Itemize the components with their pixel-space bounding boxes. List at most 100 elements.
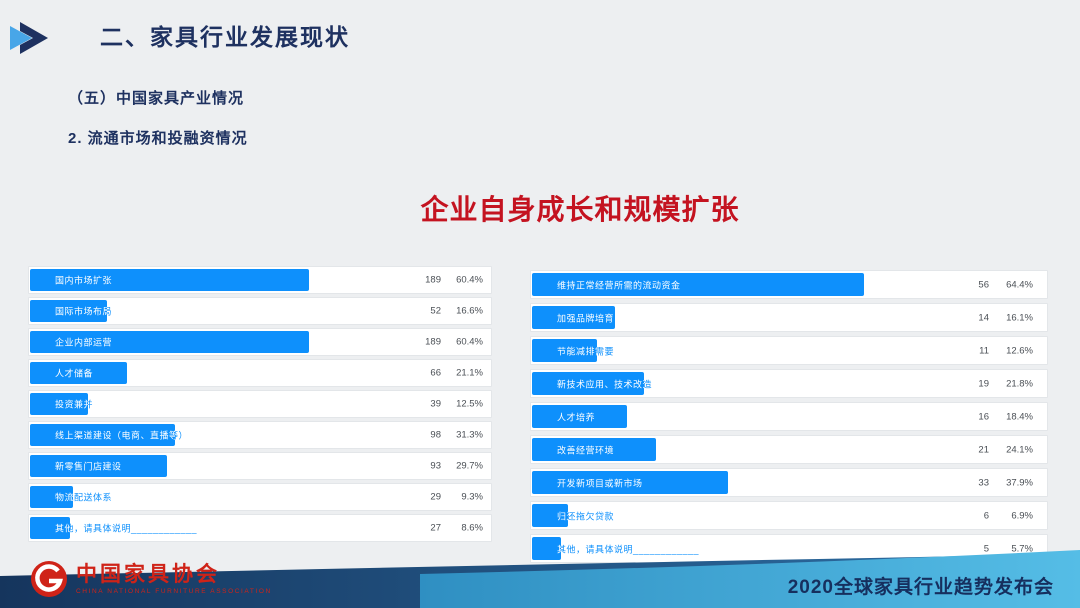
bar-label-overflow: 其他，请具体说明____________ [55,523,198,534]
bar-label: 企业内部运营 [55,337,113,348]
count-value: 16 [978,411,989,422]
bar: 节能减排需要 [532,339,598,362]
count-value: 33 [978,477,989,488]
bar-row: 国内市场扩张 国内市场扩张 189 60.4% [28,266,492,294]
bar: 开发新项目或新市场 [532,471,728,494]
bar: 线上渠道建设（电商、直播等） [30,424,175,446]
bar: 国际市场布局 [30,300,107,322]
percent-value: 64.4% [1006,279,1033,290]
bar-row: 人才储备 人才储备 66 21.1% [28,359,492,387]
percent-value: 6.9% [1011,510,1033,521]
bar: 新技术应用、技术改造 [532,372,645,395]
subtitle-chapter: （五）中国家具产业情况 [68,90,245,107]
bar-row: 改善经营环境 改善经营环境 21 24.1% [530,435,1048,464]
percent-value: 37.9% [1006,477,1033,488]
bar-label: 投资兼并 [55,399,88,410]
bar: 其他，请具体说明____________ [532,537,562,560]
bar-row: 物流配送体系 物流配送体系 29 9.3% [28,483,492,511]
percent-value: 16.1% [1006,312,1033,323]
bar-label: 归还拖欠贷款 [557,511,568,521]
bar-row: 节能减排需要 节能减排需要 11 12.6% [530,336,1048,365]
bar-row: 新零售门店建设 新零售门店建设 93 29.7% [28,452,492,480]
bar-row: 其他，请具体说明____________ 其他，请具体说明___________… [28,514,492,542]
percent-value: 60.4% [456,274,483,286]
survey-chart-left: 国内市场扩张 国内市场扩张 189 60.4% 国际市场布局 国际市场布局 52… [28,266,492,545]
count-value: 5 [983,543,989,554]
bar: 投资兼并 [30,393,88,415]
count-value: 21 [978,444,989,455]
count-value: 189 [425,336,441,348]
count-value: 56 [978,279,989,290]
bar-row: 投资兼并 投资兼并 39 12.5% [28,390,492,418]
percent-value: 9.3% [461,491,483,503]
percent-value: 5.7% [1011,543,1033,554]
double-arrow-icon [10,22,48,54]
percent-value: 12.6% [1006,345,1033,356]
bar-label: 人才储备 [55,368,94,379]
bar-label-overflow: 物流配送体系 [55,492,113,503]
count-value: 6 [983,510,989,521]
section-title: 二、家具行业发展现状 [100,24,350,50]
bar-label: 加强品牌培育 [557,313,615,323]
bar-label: 其他，请具体说明____________ [55,523,70,534]
count-value: 98 [430,429,441,441]
percent-value: 24.1% [1006,444,1033,455]
bar-row: 国际市场布局 国际市场布局 52 16.6% [28,297,492,325]
bar-label-overflow: 其他，请具体说明____________ [557,544,700,554]
association-logo-icon [31,561,67,597]
bar-label: 人才培养 [557,412,596,422]
count-value: 39 [430,398,441,410]
subtitle-topic: 2. 流通市场和投融资情况 [68,130,248,147]
percent-value: 21.1% [456,367,483,379]
bar-label: 新零售门店建设 [55,461,122,472]
bar-row: 企业内部运营 企业内部运营 189 60.4% [28,328,492,356]
count-value: 27 [430,522,441,534]
bar: 物流配送体系 [30,486,73,508]
bar-label: 物流配送体系 [55,492,73,503]
bar-label: 开发新项目或新市场 [557,478,643,488]
count-value: 66 [430,367,441,379]
logo-text-en: CHINA NATIONAL FURNITURE ASSOCIATION [76,588,272,596]
bar: 加强品牌培育 [532,306,616,329]
bar: 其他，请具体说明____________ [30,517,70,539]
count-value: 29 [430,491,441,503]
footer-band [0,550,1080,608]
percent-value: 31.3% [456,429,483,441]
association-logo: 中国家具协会 CHINA NATIONAL FURNITURE ASSOCIAT… [30,560,272,598]
chart-main-title: 企业自身成长和规模扩张 [420,194,740,225]
bar-row: 新技术应用、技术改造 新技术应用、技术改造 19 21.8% [530,369,1048,398]
bar-row: 归还拖欠贷款 归还拖欠贷款 6 6.9% [530,501,1048,530]
count-value: 14 [978,312,989,323]
bar-row: 线上渠道建设（电商、直播等） 线上渠道建设（电商、直播等） 98 31.3% [28,421,492,449]
percent-value: 16.6% [456,305,483,317]
count-value: 52 [430,305,441,317]
bar-row: 开发新项目或新市场 开发新项目或新市场 33 37.9% [530,468,1048,497]
conference-title: 2020全球家具行业趋势发布会 [787,577,1054,598]
bar-label: 国内市场扩张 [55,275,113,286]
bar: 人才储备 [30,362,128,384]
logo-text-cn: 中国家具协会 [76,562,220,586]
bar: 归还拖欠贷款 [532,504,568,527]
percent-value: 18.4% [1006,411,1033,422]
percent-value: 12.5% [456,398,483,410]
count-value: 11 [979,345,989,356]
bar: 国内市场扩张 [30,269,310,291]
survey-chart-right: 维持正常经营所需的流动资金 维持正常经营所需的流动资金 56 64.4% 加强品… [530,270,1048,567]
bar-row: 加强品牌培育 加强品牌培育 14 16.1% [530,303,1048,332]
percent-value: 8.6% [461,522,483,534]
percent-value: 60.4% [456,336,483,348]
percent-value: 29.7% [456,460,483,472]
bar-row: 维持正常经营所需的流动资金 维持正常经营所需的流动资金 56 64.4% [530,270,1048,299]
bar-label: 新技术应用、技术改造 [557,379,645,389]
bar-label: 国际市场布局 [55,306,107,317]
bar-label: 线上渠道建设（电商、直播等） [55,430,175,441]
bar-row: 人才培养 人才培养 16 18.4% [530,402,1048,431]
bar-label: 其他，请具体说明____________ [557,542,561,555]
bar-label: 维持正常经营所需的流动资金 [557,280,681,290]
count-value: 19 [978,378,989,389]
bar: 人才培养 [532,405,627,428]
bar: 维持正常经营所需的流动资金 [532,273,865,296]
bar-label-overflow: 归还拖欠贷款 [557,511,615,521]
percent-value: 21.8% [1006,378,1033,389]
